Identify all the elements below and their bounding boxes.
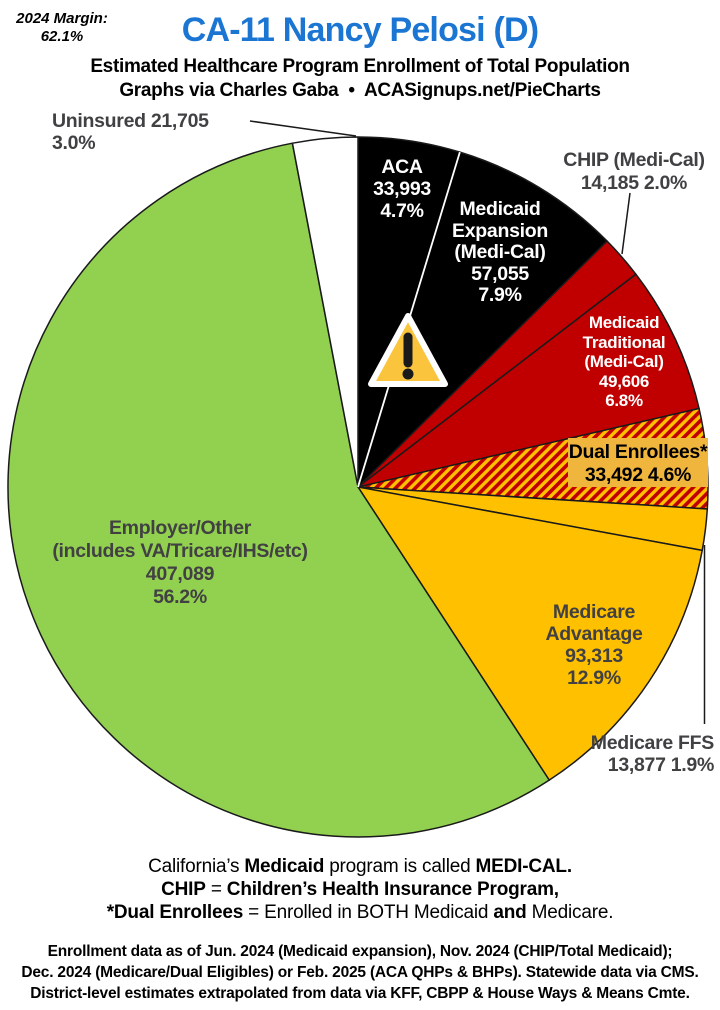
leader-lines — [249, 120, 706, 724]
footer-line-2: Dec. 2024 (Medicare/Dual Eligibles) or F… — [21, 964, 699, 981]
note-line-2: CHIP = Children’s Health Insurance Progr… — [161, 879, 559, 900]
pie-slice-medicaid-traditional — [357, 273, 700, 488]
slice-label-dual-enrollees: Dual Enrollees* 33,492 4.6% — [568, 438, 708, 487]
pie-slices — [7, 136, 709, 838]
slice-label-medicare-ffs: Medicare FFS 13,877 1.9% — [590, 732, 715, 776]
page-title: CA-11 Nancy Pelosi (D) — [181, 11, 539, 49]
warning-icon — [368, 313, 448, 387]
slice-label-medicaid-traditional: Medicaid Traditional (Medi-Cal) 49,606 6… — [582, 313, 666, 410]
slice-label-medicare-advantage: Medicare Advantage 93,313 12.9% — [545, 601, 643, 689]
footer-line-1: Enrollment data as of Jun. 2024 (Medicai… — [47, 943, 673, 960]
pie-slice-uninsured — [291, 136, 359, 488]
note-line-3: *Dual Enrollees = Enrolled in BOTH Medic… — [106, 902, 614, 923]
notes-block: California’s Medicaid program is called … — [0, 855, 720, 924]
uninsured-leader-line — [249, 120, 357, 137]
slice-label-uninsured: Uninsured 21,705 3.0% — [52, 110, 209, 154]
note-line-1: California’s Medicaid program is called … — [148, 856, 572, 877]
page-subtitle: Estimated Healthcare Program Enrollment … — [90, 56, 630, 77]
margin-note: 2024 Margin: 62.1% — [4, 10, 120, 46]
footer-block: Enrollment data as of Jun. 2024 (Medicai… — [0, 941, 720, 1004]
margin-note-value: 62.1% — [40, 28, 84, 45]
credit-line: Graphs via Charles Gaba • ACASignups.net… — [119, 80, 601, 101]
slice-label-employer-other: Employer/Other (includes VA/Tricare/IHS/… — [52, 517, 308, 608]
margin-note-label: 2024 Margin: — [16, 10, 108, 27]
slice-label-aca: ACA 33,993 4.7% — [373, 156, 431, 222]
pie-slice-medicaid-expansion — [357, 151, 608, 488]
pie-slice-medicare-advantage — [357, 486, 703, 781]
pie-slice-employer-other — [7, 142, 550, 838]
slice-label-medicaid-expansion: Medicaid Expansion (Medi-Cal) 57,055 7.9… — [452, 198, 548, 306]
slice-label-chip: CHIP (Medi-Cal) 14,185 2.0% — [563, 149, 705, 194]
chip-leader-line — [621, 192, 631, 255]
footer-line-3: District-level estimates extrapolated fr… — [30, 985, 690, 1002]
